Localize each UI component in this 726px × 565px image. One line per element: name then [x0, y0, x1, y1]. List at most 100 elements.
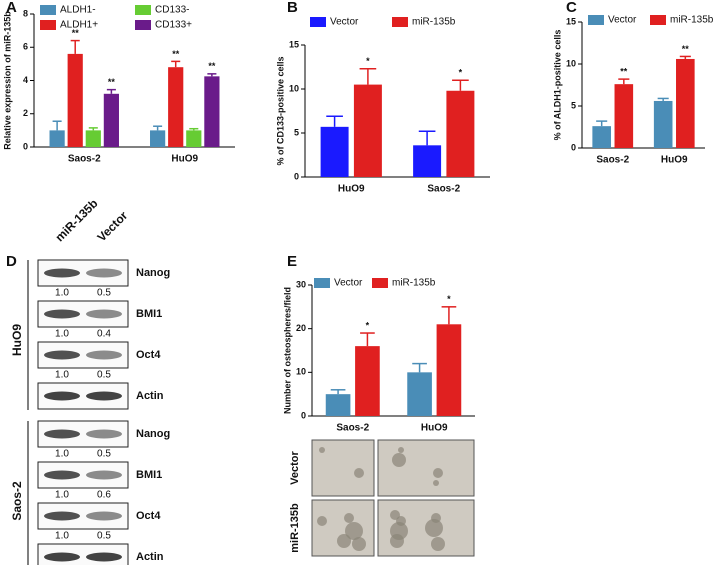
blot-band	[86, 429, 122, 439]
band-quant: 0.4	[97, 329, 111, 340]
blot-band	[86, 391, 122, 401]
x-tick-label: Saos-2	[596, 155, 629, 166]
legend-label: miR-135b	[412, 17, 456, 28]
legend-label: CD133+	[155, 20, 192, 31]
y-tick-label: 2	[23, 108, 28, 118]
x-tick-label: Saos-2	[336, 423, 369, 434]
significance: *	[366, 56, 370, 66]
band-quant: 0.5	[97, 288, 111, 299]
legend-swatch	[40, 20, 56, 30]
protein-label: BMI1	[136, 308, 162, 320]
legend-swatch	[588, 15, 604, 25]
sphere	[354, 468, 364, 478]
blot-band	[86, 268, 122, 278]
y-tick-label: 4	[23, 75, 28, 85]
y-axis-label: Number of osteospheres/field	[282, 287, 292, 414]
bar	[436, 324, 462, 416]
sphere	[352, 537, 366, 551]
legend-swatch	[310, 17, 326, 27]
bar	[67, 53, 83, 147]
image-row-label: Vector	[289, 450, 301, 484]
legend-label: Vector	[330, 17, 359, 28]
y-tick-label: 10	[566, 58, 576, 68]
lane-label: Vector	[94, 208, 130, 244]
bar	[355, 346, 380, 416]
bar	[413, 145, 442, 177]
panel-letter: A	[6, 0, 17, 16]
blot-band	[86, 470, 122, 480]
y-tick-label: 30	[296, 279, 306, 289]
y-tick-label: 15	[566, 16, 576, 26]
sphere	[390, 510, 400, 520]
legend-swatch	[40, 5, 56, 15]
legend-label: miR-135b	[392, 278, 436, 289]
x-tick-label: HuO9	[661, 155, 688, 166]
legend-swatch	[392, 17, 408, 27]
y-tick-label: 15	[289, 39, 299, 49]
y-tick-label: 0	[301, 410, 306, 420]
bar	[407, 372, 432, 416]
bar	[592, 126, 611, 148]
significance: *	[447, 294, 451, 304]
bar	[204, 76, 220, 147]
significance: *	[459, 68, 463, 78]
legend-label: Vector	[334, 278, 363, 289]
blot-band	[44, 350, 80, 360]
blot-band	[86, 511, 122, 521]
bar	[186, 130, 202, 147]
blot-band	[86, 309, 122, 319]
protein-label: Oct4	[136, 510, 161, 522]
blot-band	[86, 350, 122, 360]
bar	[168, 67, 184, 147]
sphere	[345, 522, 363, 540]
bar	[320, 126, 349, 177]
protein-label: BMI1	[136, 469, 162, 481]
legend-swatch	[314, 278, 330, 288]
y-tick-label: 5	[571, 100, 576, 110]
significance: **	[682, 44, 690, 54]
bar	[653, 100, 673, 148]
sphere	[344, 513, 354, 523]
significance: *	[366, 320, 370, 330]
significance: **	[620, 66, 628, 76]
blot-band	[44, 391, 80, 401]
blot-band	[86, 552, 122, 562]
protein-label: Nanog	[136, 267, 170, 279]
lane-label: miR-135b	[52, 196, 100, 244]
band-quant: 1.0	[55, 288, 69, 299]
band-quant: 1.0	[55, 329, 69, 340]
sphere	[390, 534, 404, 548]
sphere	[398, 447, 404, 453]
band-quant: 1.0	[55, 531, 69, 542]
protein-label: Actin	[136, 551, 164, 563]
significance: **	[72, 28, 80, 38]
band-quant: 0.6	[97, 490, 111, 501]
significance: **	[172, 49, 180, 59]
y-tick-label: 10	[289, 83, 299, 93]
bar	[353, 84, 382, 177]
bar	[676, 58, 695, 148]
panel-letter: C	[566, 0, 577, 16]
x-tick-label: HuO9	[338, 184, 365, 195]
y-tick-label: 0	[294, 171, 299, 181]
legend-swatch	[135, 20, 151, 30]
legend-label: ALDH1-	[60, 5, 96, 16]
blot-band	[44, 552, 80, 562]
sphere	[433, 468, 443, 478]
y-axis-label: % of CD133-positive cells	[275, 56, 285, 165]
bar	[446, 90, 475, 177]
band-quant: 0.5	[97, 449, 111, 460]
x-tick-label: Saos-2	[68, 154, 101, 165]
y-axis-label: % of ALDH1-positive cells	[552, 30, 562, 141]
bar	[103, 93, 119, 147]
band-quant: 0.5	[97, 531, 111, 542]
y-tick-label: 6	[23, 42, 28, 52]
protein-label: Actin	[136, 390, 164, 402]
significance: **	[108, 77, 116, 87]
bar	[150, 130, 166, 147]
x-tick-label: HuO9	[421, 423, 448, 434]
sphere	[337, 534, 351, 548]
blot-band	[44, 309, 80, 319]
sphere	[431, 537, 445, 551]
